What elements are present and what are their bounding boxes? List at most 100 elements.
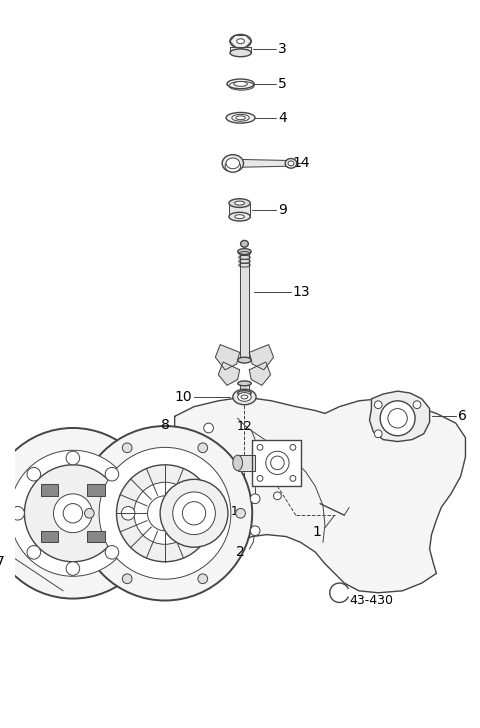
Circle shape	[84, 508, 94, 518]
Polygon shape	[238, 455, 255, 470]
Circle shape	[121, 507, 135, 520]
Polygon shape	[229, 203, 250, 217]
Circle shape	[11, 507, 24, 520]
Circle shape	[290, 445, 296, 451]
Text: 14: 14	[293, 157, 311, 170]
Polygon shape	[240, 384, 249, 393]
Circle shape	[0, 428, 158, 598]
Bar	[87, 531, 105, 542]
Ellipse shape	[241, 395, 248, 399]
Circle shape	[160, 479, 228, 547]
Bar	[41, 484, 58, 496]
Circle shape	[173, 492, 216, 534]
Text: 1: 1	[312, 525, 322, 539]
Ellipse shape	[226, 112, 255, 123]
Ellipse shape	[236, 116, 245, 119]
Circle shape	[27, 467, 41, 481]
Ellipse shape	[285, 159, 297, 168]
Ellipse shape	[238, 392, 251, 401]
Text: 2: 2	[236, 545, 245, 559]
Circle shape	[250, 494, 260, 504]
Ellipse shape	[232, 114, 249, 121]
Ellipse shape	[235, 215, 244, 218]
Ellipse shape	[229, 199, 250, 207]
Circle shape	[53, 494, 92, 533]
Circle shape	[63, 504, 83, 523]
Ellipse shape	[227, 79, 254, 89]
Circle shape	[147, 496, 182, 531]
Polygon shape	[252, 440, 300, 486]
Ellipse shape	[237, 39, 244, 44]
Text: 8: 8	[160, 418, 169, 432]
Polygon shape	[249, 362, 271, 385]
Ellipse shape	[238, 381, 251, 386]
Circle shape	[117, 464, 214, 562]
Bar	[41, 531, 58, 542]
Ellipse shape	[229, 213, 250, 221]
Text: 4: 4	[278, 111, 287, 124]
Polygon shape	[218, 362, 240, 385]
Polygon shape	[240, 252, 249, 360]
Polygon shape	[160, 397, 466, 593]
Circle shape	[105, 467, 119, 481]
Ellipse shape	[222, 154, 243, 172]
Circle shape	[236, 508, 245, 518]
Circle shape	[271, 456, 284, 470]
Circle shape	[10, 451, 136, 577]
Circle shape	[134, 482, 196, 545]
Circle shape	[66, 562, 80, 575]
Polygon shape	[249, 344, 274, 370]
Circle shape	[105, 545, 119, 559]
Text: 11: 11	[224, 505, 240, 518]
Circle shape	[374, 430, 382, 438]
Circle shape	[198, 443, 208, 453]
Text: 10: 10	[175, 390, 192, 404]
Circle shape	[257, 445, 263, 451]
Polygon shape	[370, 391, 430, 442]
Circle shape	[24, 464, 121, 562]
Circle shape	[413, 401, 421, 408]
Ellipse shape	[230, 34, 251, 48]
Circle shape	[182, 502, 206, 525]
Ellipse shape	[233, 389, 256, 405]
Polygon shape	[230, 47, 251, 53]
Circle shape	[266, 451, 289, 475]
Circle shape	[274, 492, 281, 499]
Ellipse shape	[233, 455, 242, 470]
Text: 12: 12	[237, 419, 252, 432]
Circle shape	[99, 448, 231, 579]
Circle shape	[388, 408, 408, 428]
Circle shape	[27, 545, 41, 559]
Text: 9: 9	[278, 203, 287, 217]
Circle shape	[204, 423, 214, 433]
Circle shape	[122, 574, 132, 584]
Ellipse shape	[225, 160, 240, 172]
Circle shape	[198, 574, 208, 584]
Text: 3: 3	[278, 42, 287, 56]
Circle shape	[290, 475, 296, 481]
Ellipse shape	[238, 249, 251, 255]
Ellipse shape	[240, 240, 248, 248]
Circle shape	[122, 443, 132, 453]
Text: 43-430: 43-430	[349, 594, 393, 607]
Ellipse shape	[234, 82, 247, 87]
Circle shape	[374, 401, 382, 408]
Text: 7: 7	[0, 555, 5, 569]
Ellipse shape	[288, 161, 294, 166]
Circle shape	[78, 426, 252, 601]
Ellipse shape	[226, 158, 240, 169]
Text: 5: 5	[278, 77, 287, 91]
Text: 6: 6	[458, 409, 467, 424]
Ellipse shape	[238, 357, 251, 363]
Polygon shape	[240, 159, 293, 167]
Circle shape	[66, 451, 80, 464]
Circle shape	[257, 475, 263, 481]
Ellipse shape	[230, 49, 251, 57]
Circle shape	[380, 401, 415, 436]
Ellipse shape	[235, 201, 244, 205]
Circle shape	[250, 526, 260, 536]
Ellipse shape	[238, 391, 251, 395]
Polygon shape	[216, 344, 240, 370]
Bar	[87, 484, 105, 496]
Text: 13: 13	[293, 285, 311, 299]
